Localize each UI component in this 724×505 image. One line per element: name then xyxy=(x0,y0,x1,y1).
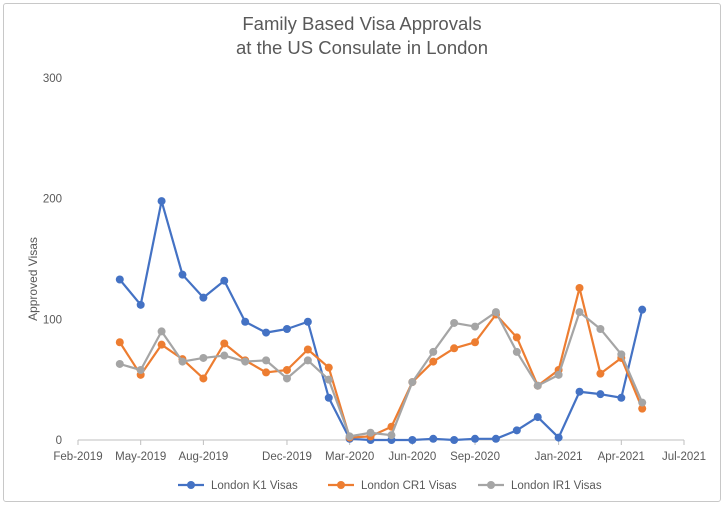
x-tick-label: Jun-2020 xyxy=(388,451,436,463)
series-line xyxy=(118,286,644,439)
data-point xyxy=(241,317,250,326)
data-point xyxy=(429,347,438,356)
x-tick-label: Dec-2019 xyxy=(262,451,312,463)
legend-swatch-marker xyxy=(487,481,495,489)
data-point xyxy=(512,347,521,356)
data-point xyxy=(575,387,584,396)
legend-item: London IR1 Visas xyxy=(478,480,602,492)
legend-item: London CR1 Visas xyxy=(328,480,457,492)
data-point xyxy=(178,357,187,366)
data-point xyxy=(450,318,459,327)
data-point xyxy=(157,197,166,206)
data-point xyxy=(303,345,312,354)
x-tick-label: Aug-2019 xyxy=(178,451,228,463)
series-1 xyxy=(115,197,647,444)
data-point xyxy=(115,275,124,284)
data-point xyxy=(345,432,354,441)
data-point xyxy=(512,333,521,342)
y-axis-label: Approved Visas xyxy=(26,237,40,321)
x-tick-label: Mar-2020 xyxy=(325,451,374,463)
data-point xyxy=(303,356,312,365)
data-point xyxy=(282,366,291,375)
data-point xyxy=(575,308,584,317)
x-tick-label: May-2019 xyxy=(115,451,166,463)
data-point xyxy=(429,357,438,366)
chart-title: Family Based Visa Approvals xyxy=(242,13,482,34)
chart-axes: 0 100 200 300 Approved Visas Feb-2019 May-2019… xyxy=(26,73,706,463)
data-point xyxy=(638,305,647,314)
data-point xyxy=(115,338,124,347)
data-point xyxy=(596,390,605,399)
x-tick-label: Jul-2021 xyxy=(662,451,706,463)
data-point xyxy=(178,270,187,279)
data-point xyxy=(324,375,333,384)
data-point xyxy=(282,374,291,383)
y-tick-label: 300 xyxy=(43,73,62,85)
y-tick-label: 0 xyxy=(56,435,62,447)
y-tick-label: 100 xyxy=(43,314,62,326)
data-point xyxy=(429,434,438,443)
series-3 xyxy=(115,308,647,441)
data-point xyxy=(262,328,271,337)
data-point xyxy=(450,344,459,353)
data-point xyxy=(157,327,166,336)
data-point xyxy=(617,350,626,359)
data-point xyxy=(303,317,312,326)
x-tick-label: Feb-2019 xyxy=(53,451,102,463)
legend-swatch-marker xyxy=(187,481,195,489)
data-point xyxy=(262,368,271,377)
data-point xyxy=(471,338,480,347)
data-point xyxy=(262,356,271,365)
data-point xyxy=(596,324,605,333)
legend-label: London K1 Visas xyxy=(211,480,298,492)
data-point xyxy=(199,293,208,302)
data-point xyxy=(596,369,605,378)
data-point xyxy=(241,357,250,366)
data-point xyxy=(554,370,563,379)
data-point xyxy=(220,339,229,348)
chart-legend: London K1 Visas London CR1 Visas London IR… xyxy=(178,480,602,492)
data-point xyxy=(491,308,500,317)
data-point xyxy=(387,431,396,440)
data-point xyxy=(115,359,124,368)
data-point xyxy=(638,398,647,407)
x-tick-label: Sep-2020 xyxy=(450,451,500,463)
data-point xyxy=(471,434,480,443)
legend-swatch-marker xyxy=(337,481,345,489)
data-point xyxy=(533,381,542,390)
data-point xyxy=(617,393,626,402)
series-line xyxy=(118,199,644,442)
chart-series xyxy=(115,197,647,444)
data-point xyxy=(136,300,145,309)
legend-item: London K1 Visas xyxy=(178,480,298,492)
y-tick-label: 200 xyxy=(43,194,62,206)
data-point xyxy=(638,404,647,413)
data-point xyxy=(220,351,229,360)
data-point xyxy=(282,324,291,333)
data-point xyxy=(450,436,459,444)
data-point xyxy=(136,366,145,375)
data-point xyxy=(157,340,166,349)
data-point xyxy=(512,426,521,435)
data-point xyxy=(199,353,208,362)
data-point xyxy=(220,276,229,285)
data-point xyxy=(408,378,417,387)
x-tick-label: Jan-2021 xyxy=(535,451,583,463)
data-point xyxy=(199,374,208,383)
data-point xyxy=(491,434,500,443)
data-point xyxy=(471,322,480,331)
legend-label: London CR1 Visas xyxy=(361,480,457,492)
x-tick-label: Apr-2021 xyxy=(598,451,645,463)
data-point xyxy=(366,428,375,437)
data-point xyxy=(408,436,417,444)
chart-frame xyxy=(3,3,721,502)
data-point xyxy=(575,283,584,292)
data-point xyxy=(324,393,333,402)
legend-label: London IR1 Visas xyxy=(511,480,602,492)
data-point xyxy=(554,433,563,442)
chart-subtitle: at the US Consulate in London xyxy=(236,37,488,58)
data-point xyxy=(533,413,542,422)
data-point xyxy=(324,363,333,372)
